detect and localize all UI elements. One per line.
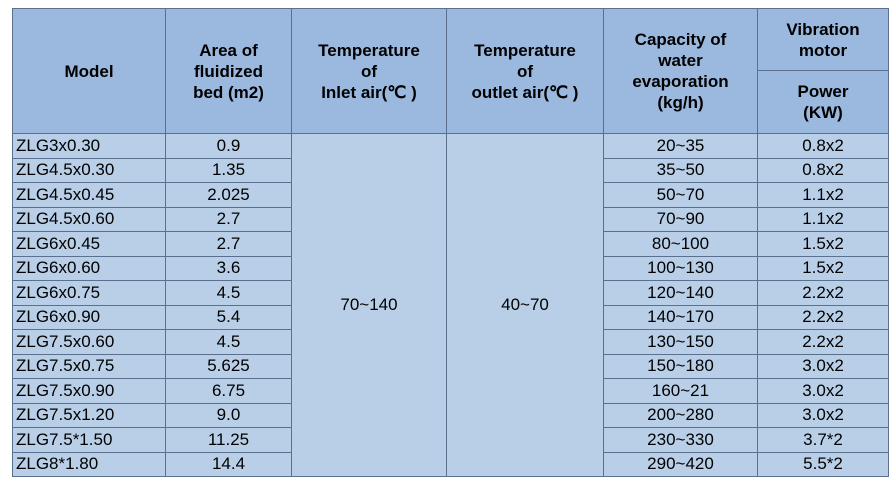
capacity-cell: 150~180	[603, 353, 758, 379]
capacity-cell: 20~35	[603, 133, 758, 159]
power-cell: 3.0x2	[757, 353, 889, 379]
header-cell: Temperature of outlet air(℃ )	[446, 8, 604, 134]
model-cell: ZLG7.5x1.20	[12, 402, 166, 428]
capacity-cell: 50~70	[603, 182, 758, 208]
header-text: Vibration	[786, 19, 860, 39]
area-cell: 2.7	[165, 231, 292, 257]
model-cell: ZLG7.5x0.90	[12, 378, 166, 404]
power-cell: 1.1x2	[757, 182, 889, 208]
capacity-cell: 130~150	[603, 329, 758, 355]
capacity-cell: 140~170	[603, 304, 758, 330]
power-cell: 1.1x2	[757, 206, 889, 232]
power-cell: 0.8x2	[757, 133, 889, 159]
capacity-cell: 80~100	[603, 231, 758, 257]
power-cell: 2.2x2	[757, 280, 889, 306]
data-row: ZLG3x0.30 0.9 70~140 40~70 20~35 0.8x2	[12, 133, 889, 477]
model-cell: ZLG7.5x0.60	[12, 329, 166, 355]
header-text: Area of	[199, 40, 258, 60]
capacity-cell: 200~280	[603, 402, 758, 428]
data-row: ZLG4.5x0.30 1.35 35~50 0.8x2	[12, 157, 889, 183]
outlet-cell: 40~70	[446, 133, 604, 477]
header-row: Model Area of fluidized bed (m2) Temperature…	[12, 8, 889, 134]
header-text: Temperature	[474, 40, 576, 60]
header-row: Power (KW)	[13, 70, 889, 134]
header-text: bed (m2)	[193, 82, 264, 102]
model-cell: ZLG7.5*1.50	[12, 427, 166, 453]
data-row: ZLG6x0.60 3.6 100~130 1.5x2	[12, 255, 889, 281]
area-cell: 1.35	[165, 157, 292, 183]
header-text: fluidized	[194, 61, 263, 81]
model-cell: ZLG6x0.75	[12, 280, 166, 306]
capacity-cell: 290~420	[603, 451, 758, 477]
capacity-cell: 160~21	[603, 378, 758, 404]
area-cell: 4.5	[165, 329, 292, 355]
power-cell: 1.5x2	[757, 255, 889, 281]
model-cell: ZLG6x0.90	[12, 304, 166, 330]
area-cell: 6.75	[165, 378, 292, 404]
header-text: Model	[64, 61, 114, 81]
area-cell: 11.25	[165, 427, 292, 453]
model-cell: ZLG4.5x0.30	[12, 157, 166, 183]
header-text: (kg/h)	[657, 93, 704, 112]
inlet-cell: 70~140	[291, 133, 447, 477]
data-row: ZLG8*1.80 14.4 290~420 5.5*2	[12, 451, 889, 477]
header-cell: Vibration motor	[757, 8, 889, 71]
data-row: ZLG7.5x0.60 4.5 130~150 2.2x2	[12, 329, 889, 355]
header-cell: Power (KW)	[757, 70, 889, 134]
area-cell: 2.7	[165, 206, 292, 232]
header-text: Power	[797, 82, 849, 101]
model-cell: ZLG4.5x0.60	[12, 206, 166, 232]
data-row: ZLG7.5x0.75 5.625 150~180 3.0x2	[12, 353, 889, 379]
model-cell: ZLG6x0.45	[12, 231, 166, 257]
power-cell: 5.5*2	[757, 451, 889, 477]
capacity-cell: 230~330	[603, 427, 758, 453]
header-cell: Temperature of Inlet air(℃ )	[291, 8, 447, 134]
power-cell: 0.8x2	[757, 157, 889, 183]
header-text: evaporation	[632, 72, 729, 91]
spec-table: Model Area of fluidized bed (m2) Temperature…	[12, 8, 889, 477]
model-cell: ZLG8*1.80	[12, 451, 166, 477]
data-row: ZLG6x0.90 5.4 140~170 2.2x2	[12, 304, 889, 330]
model-cell: ZLG3x0.30	[12, 133, 166, 159]
power-cell: 1.5x2	[757, 231, 889, 257]
data-row: ZLG7.5*1.50 11.25 230~330 3.7*2	[12, 427, 889, 453]
capacity-cell: 120~140	[603, 280, 758, 306]
capacity-cell: 70~90	[603, 206, 758, 232]
header-cell: Model	[12, 8, 166, 134]
header-text: (KW)	[803, 103, 843, 122]
data-row: ZLG4.5x0.60 2.7 70~90 1.1x2	[12, 206, 889, 232]
header-text: water	[658, 51, 703, 70]
area-cell: 0.9	[165, 133, 292, 159]
area-cell: 2.025	[165, 182, 292, 208]
header-text: outlet air(℃ )	[471, 82, 579, 102]
power-cell: 2.2x2	[757, 304, 889, 330]
area-cell: 9.0	[165, 402, 292, 428]
area-cell: 5.4	[165, 304, 292, 330]
area-cell: 5.625	[165, 353, 292, 379]
power-cell: 3.0x2	[757, 378, 889, 404]
data-row: ZLG6x0.45 2.7 80~100 1.5x2	[12, 231, 889, 257]
model-cell: ZLG7.5x0.75	[12, 353, 166, 379]
header-cell: Area of fluidized bed (m2)	[165, 8, 292, 134]
capacity-cell: 100~130	[603, 255, 758, 281]
header-cell: Capacity of water evaporation (kg/h)	[603, 8, 758, 134]
model-cell: ZLG6x0.60	[12, 255, 166, 281]
model-cell: ZLG4.5x0.45	[12, 182, 166, 208]
header-text: Capacity of	[634, 30, 727, 49]
header-text: of	[360, 61, 378, 81]
power-cell: 2.2x2	[757, 329, 889, 355]
power-cell: 3.7*2	[757, 427, 889, 453]
area-cell: 14.4	[165, 451, 292, 477]
area-cell: 4.5	[165, 280, 292, 306]
power-cell: 3.0x2	[757, 402, 889, 428]
header-text: of	[516, 61, 534, 81]
data-row: ZLG7.5x1.20 9.0 200~280 3.0x2	[12, 402, 889, 428]
header-text: motor	[798, 40, 848, 60]
area-cell: 3.6	[165, 255, 292, 281]
header-text: Inlet air(℃ )	[321, 82, 417, 102]
capacity-cell: 35~50	[603, 157, 758, 183]
header-text: Temperature	[318, 40, 420, 60]
data-row: ZLG6x0.75 4.5 120~140 2.2x2	[12, 280, 889, 306]
